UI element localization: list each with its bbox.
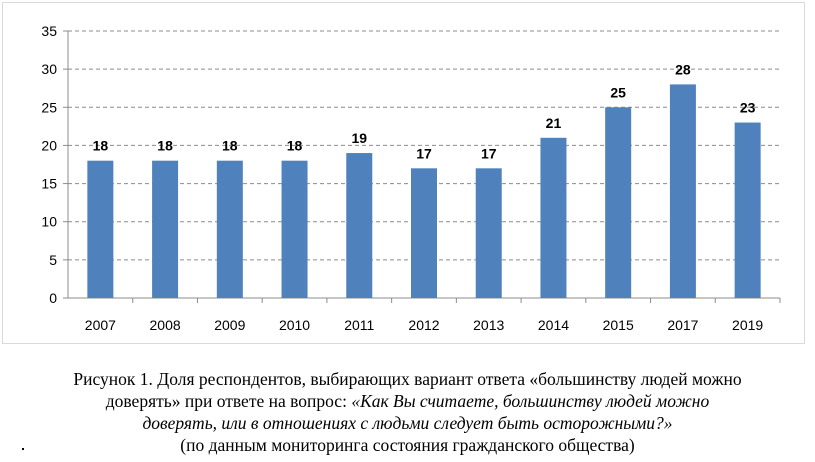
x-tick-label-2011: 2011 (344, 317, 374, 333)
caption-line-4: (по данным мониторинга состояния граждан… (180, 435, 635, 455)
y-tick-label-30: 30 (41, 61, 57, 77)
y-tick-label-5: 5 (49, 252, 57, 268)
caption-line-2-italic: «Как Вы считаете, большинству людей можн… (351, 391, 710, 411)
data-label-2008: 18 (157, 138, 173, 154)
x-tick-label-2007: 2007 (85, 317, 116, 333)
caption-line-2: доверять» при ответе на вопрос: «Как Вы … (0, 390, 815, 412)
data-label-2007: 18 (93, 138, 109, 154)
bar-2009 (216, 160, 243, 298)
bar-chart: 0 5 10 15 20 25 30 35 18 2007 18 2008 18 2009 18 2010 19… (41, 23, 781, 333)
x-tick-label-2009: 2009 (214, 317, 245, 333)
y-tick-label-0: 0 (49, 290, 57, 306)
caption-line-3: доверять, или в отношениях с людьми след… (142, 413, 673, 433)
x-tick-label-2019: 2019 (732, 317, 763, 333)
y-tick-label-35: 35 (41, 23, 57, 39)
y-tick-label-10: 10 (41, 214, 57, 230)
x-tick-label-2015: 2015 (603, 317, 634, 333)
bar-2014 (540, 137, 567, 298)
y-tick-label-25: 25 (41, 99, 57, 115)
bar-2013 (475, 168, 502, 298)
data-label-2017: 28 (675, 61, 691, 77)
chart-frame (2, 2, 805, 344)
y-tick-label-20: 20 (41, 137, 57, 153)
bar-2019 (734, 122, 761, 299)
x-tick-label-2014: 2014 (538, 317, 569, 333)
y-tick-label-15: 15 (41, 176, 57, 192)
bar-2015 (605, 107, 632, 299)
data-label-2012: 17 (416, 145, 432, 161)
data-label-2019: 23 (740, 100, 756, 116)
x-tick-label-2017: 2017 (667, 317, 698, 333)
bar-2011 (346, 153, 373, 298)
bar-2010 (281, 160, 308, 298)
x-tick-label-2012: 2012 (408, 317, 439, 333)
figure-caption: Рисунок 1. Доля респондентов, выбирающих… (0, 368, 815, 456)
data-label-2014: 21 (546, 115, 562, 131)
bar-2017 (669, 84, 696, 299)
data-label-2011: 19 (351, 130, 367, 146)
bar-2012 (411, 168, 437, 298)
data-label-2010: 18 (287, 138, 303, 154)
caption-line-2-normal: доверять» при ответе на вопрос: (105, 391, 352, 411)
data-label-2013: 17 (481, 145, 497, 161)
caption-line-1: Рисунок 1. Доля респондентов, выбирающих… (73, 369, 742, 389)
data-label-2015: 25 (610, 84, 626, 100)
x-tick-label-2008: 2008 (150, 317, 181, 333)
x-tick-label-2010: 2010 (279, 317, 310, 333)
data-label-2009: 18 (222, 138, 238, 154)
bar-2008 (152, 160, 179, 298)
x-tick-label-2013: 2013 (473, 317, 504, 333)
bar-2007 (87, 160, 114, 298)
stray-dot (22, 448, 24, 450)
